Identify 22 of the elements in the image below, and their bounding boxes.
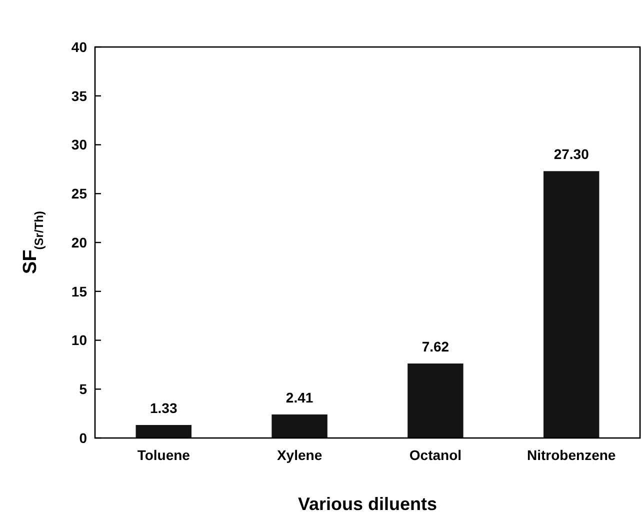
x-axis-title: Various diluents: [298, 494, 438, 514]
data-label: 2.41: [286, 389, 314, 406]
y-tick-label: 20: [71, 234, 88, 250]
y-tick-label: 40: [71, 38, 88, 55]
y-tick-label: 15: [71, 283, 88, 300]
x-tick-label: Toluene: [137, 447, 190, 463]
x-tick-label: Octanol: [409, 447, 462, 463]
bar: [408, 364, 464, 438]
y-tick-label: 0: [79, 430, 88, 446]
bar: [272, 414, 328, 438]
x-tick-label: Xylene: [276, 447, 322, 463]
y-tick-label: 25: [71, 186, 88, 202]
data-label: 27.30: [554, 146, 590, 162]
y-tick-label: 10: [71, 332, 88, 348]
x-tick-label: Nitrobenzene: [527, 447, 616, 463]
data-label: 7.62: [422, 338, 450, 355]
y-tick-label: 5: [79, 381, 88, 398]
y-tick-label: 30: [71, 136, 88, 153]
data-label: 1.33: [150, 400, 178, 416]
bar: [544, 171, 600, 438]
y-tick-label: 35: [71, 88, 88, 104]
bar: [136, 425, 192, 438]
